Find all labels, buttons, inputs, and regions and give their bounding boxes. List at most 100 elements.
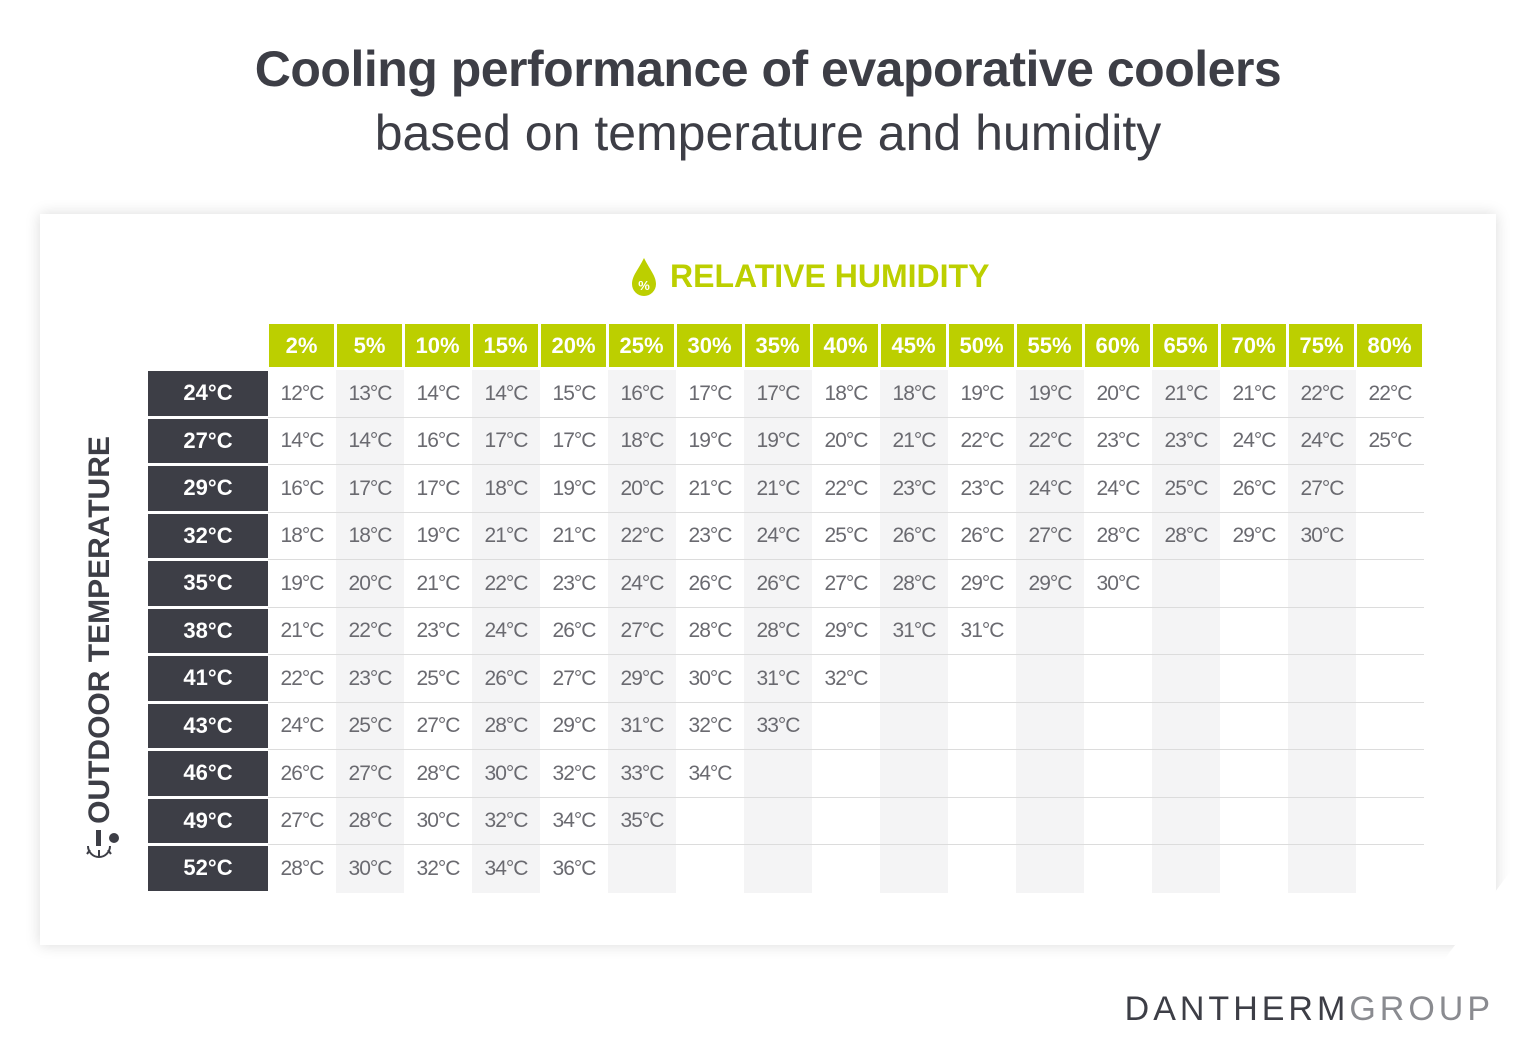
table-cell: 25°C [416, 666, 461, 690]
table-cell: 25°C [1164, 476, 1209, 500]
logo-part-group: GROUP [1349, 990, 1494, 1028]
column-shade [1152, 370, 1220, 893]
table-cell: 23°C [1164, 429, 1209, 453]
table-cell: 22°C [960, 429, 1005, 453]
table-cell: 29°C [824, 619, 869, 643]
row-header: 43°C [148, 703, 268, 748]
table-cell: 26°C [484, 666, 529, 690]
table-cell: 31°C [892, 619, 937, 643]
table-cell: 16°C [620, 381, 665, 405]
table-cell: 21°C [688, 476, 733, 500]
table-cell: 27°C [1028, 524, 1073, 548]
table-cell: 19°C [1028, 381, 1073, 405]
column-header: 20% [541, 324, 606, 367]
table-cell: 19°C [552, 476, 597, 500]
droplet-percent-icon: % [632, 258, 656, 296]
table-cell: 35°C [620, 809, 665, 833]
table-cell: 22°C [484, 571, 529, 595]
table-cell: 25°C [824, 524, 869, 548]
svg-text:%: % [638, 278, 650, 293]
table-cell: 34°C [552, 809, 597, 833]
row-divider [268, 559, 1424, 560]
table-cell: 19°C [756, 429, 801, 453]
logo-part-dantherm: DANTHERM [1124, 990, 1350, 1028]
table-cell: 32°C [552, 761, 597, 785]
table-cell: 12°C [280, 381, 325, 405]
table-cell: 28°C [280, 856, 325, 880]
table-cell: 33°C [620, 761, 665, 785]
row-divider [268, 844, 1424, 845]
table-cell: 19°C [280, 571, 325, 595]
table-cell: 24°C [756, 524, 801, 548]
column-header: 65% [1153, 324, 1218, 367]
table-cell: 29°C [620, 666, 665, 690]
table-cell: 19°C [688, 429, 733, 453]
table-cell: 32°C [484, 809, 529, 833]
table-cell: 34°C [484, 856, 529, 880]
table-cell: 28°C [892, 571, 937, 595]
table-cell: 30°C [416, 809, 461, 833]
row-divider [268, 701, 1424, 703]
table-cell: 32°C [824, 666, 869, 690]
table-cell: 20°C [348, 571, 393, 595]
table-cell: 21°C [484, 524, 529, 548]
table-cell: 17°C [756, 381, 801, 405]
table-cell: 17°C [688, 381, 733, 405]
column-shade [336, 370, 404, 893]
table-cell: 27°C [348, 761, 393, 785]
table-cell: 22°C [1368, 381, 1413, 405]
table-cell: 18°C [824, 381, 869, 405]
table-cell: 20°C [1096, 381, 1141, 405]
table-cell: 21°C [756, 476, 801, 500]
row-divider [268, 416, 1424, 418]
column-header: 35% [745, 324, 810, 367]
column-header: 80% [1357, 324, 1422, 367]
table-cell: 36°C [552, 856, 597, 880]
table-cell: 29°C [1232, 524, 1277, 548]
column-axis-label: RELATIVE HUMIDITY [670, 257, 990, 294]
table-cell: 21°C [416, 571, 461, 595]
row-divider [268, 796, 1424, 798]
table-cell: 24°C [484, 619, 529, 643]
row-divider [268, 606, 1424, 608]
page-title: Cooling performance of evaporative coole… [254, 41, 1282, 97]
table-cell: 23°C [688, 524, 733, 548]
column-header: 25% [609, 324, 674, 367]
table-cell: 17°C [484, 429, 529, 453]
table-cell: 30°C [688, 666, 733, 690]
table-cell: 23°C [960, 476, 1005, 500]
column-shade [608, 370, 676, 893]
column-shade [744, 370, 812, 893]
table-cell: 32°C [688, 714, 733, 738]
column-header: 70% [1221, 324, 1286, 367]
table-cell: 33°C [756, 714, 801, 738]
column-axis-header: % RELATIVE HUMIDITY [630, 256, 989, 296]
table-cell: 27°C [552, 666, 597, 690]
table-cell: 18°C [280, 524, 325, 548]
column-header: 10% [405, 324, 470, 367]
table-cell: 26°C [756, 571, 801, 595]
table-cell: 23°C [416, 619, 461, 643]
table-cell: 30°C [484, 761, 529, 785]
table-cell: 21°C [552, 524, 597, 548]
table-cell: 16°C [280, 476, 325, 500]
table-cell: 28°C [484, 714, 529, 738]
table-cell: 26°C [1232, 476, 1277, 500]
table-cell: 18°C [348, 524, 393, 548]
table-cell: 22°C [348, 619, 393, 643]
row-divider [268, 511, 1424, 513]
row-header: 38°C [148, 608, 268, 653]
table-cell: 15°C [552, 381, 597, 405]
row-divider [268, 464, 1424, 465]
table-cell: 16°C [416, 429, 461, 453]
table-cell: 21°C [280, 619, 325, 643]
table-cell: 26°C [892, 524, 937, 548]
table-cell: 22°C [1028, 429, 1073, 453]
table-cell: 29°C [1028, 571, 1073, 595]
table-cell: 26°C [552, 619, 597, 643]
table-cell: 25°C [1368, 429, 1413, 453]
table-cell: 24°C [620, 571, 665, 595]
table-cell: 20°C [824, 429, 869, 453]
table-cell: 28°C [416, 761, 461, 785]
column-header: 75% [1289, 324, 1354, 367]
